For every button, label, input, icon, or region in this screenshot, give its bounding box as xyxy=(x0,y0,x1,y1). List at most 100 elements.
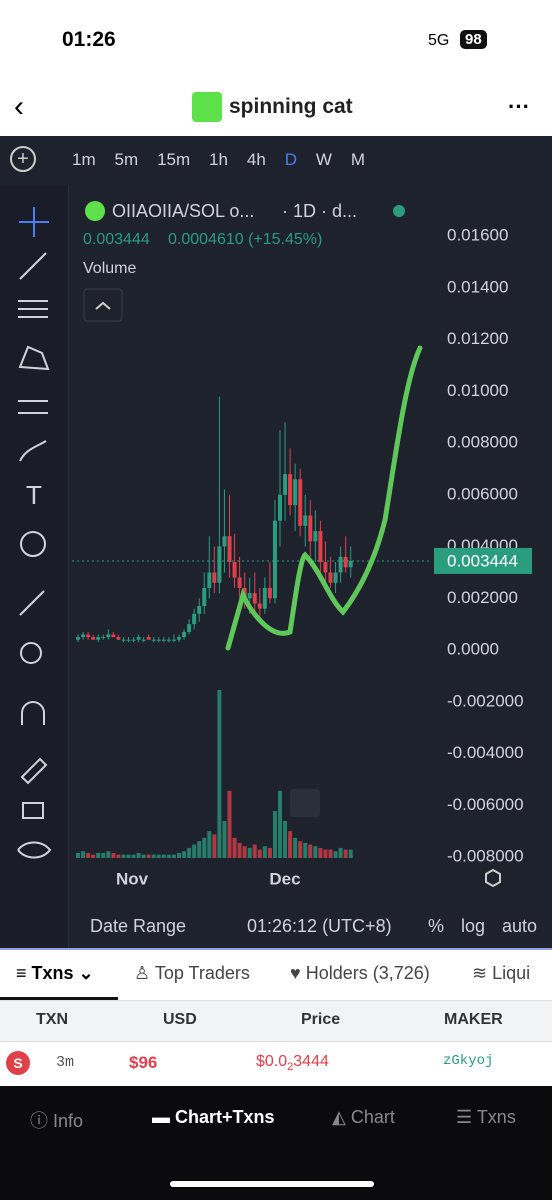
log-toggle[interactable]: log xyxy=(461,916,486,936)
back-button[interactable]: ‹ xyxy=(14,90,24,123)
candle-body xyxy=(182,631,187,638)
volume-bar xyxy=(227,790,232,858)
divider xyxy=(0,948,552,950)
tab[interactable]: ≋ Liqui xyxy=(472,963,531,983)
y-tick-label: 0.01000 xyxy=(447,381,508,400)
candle-body xyxy=(106,634,111,638)
volume-bar xyxy=(121,854,126,858)
volume-bar xyxy=(217,690,222,858)
interval[interactable]: D xyxy=(284,150,297,169)
candle-body xyxy=(272,520,277,599)
interval[interactable]: W xyxy=(315,150,332,169)
candle-body xyxy=(187,624,192,632)
volume-bar xyxy=(278,790,282,858)
volume-bar xyxy=(131,854,136,858)
tab[interactable]: ♙ Top Traders xyxy=(134,963,250,983)
candle-body xyxy=(146,637,151,640)
tab[interactable]: ♥ Holders (3,726) xyxy=(290,963,430,983)
candle-body xyxy=(227,536,232,563)
volume-bar xyxy=(328,849,333,858)
candle-body xyxy=(177,637,181,640)
candle-body xyxy=(166,639,171,641)
volume-bar xyxy=(333,851,338,858)
y-tick-label: 0.002000 xyxy=(447,588,518,607)
nav-item[interactable]: ◭ Chart xyxy=(332,1107,395,1127)
th[interactable]: MAKER xyxy=(444,1011,503,1028)
network: 5G xyxy=(428,32,450,49)
volume-bar xyxy=(293,837,298,858)
candle-body xyxy=(252,593,257,604)
header-title: spinning cat xyxy=(229,95,353,118)
maker[interactable]: zGkyoj xyxy=(443,1053,494,1069)
interval[interactable]: 15m xyxy=(157,150,191,169)
nav-label: Info xyxy=(53,1111,84,1131)
candle-body xyxy=(86,634,91,638)
reset-button[interactable] xyxy=(290,789,320,817)
add-button[interactable]: + xyxy=(10,146,36,172)
tab-underline xyxy=(0,997,118,1000)
interval-label: · 1D · d... xyxy=(282,201,357,221)
volume-bar xyxy=(171,854,176,858)
price-badge-label: 0.003444 xyxy=(447,551,518,570)
interval[interactable]: M xyxy=(350,150,366,169)
battery: 98 xyxy=(460,30,487,49)
y-tick-label: -0.002000 xyxy=(447,691,524,710)
volume-bar xyxy=(308,844,313,858)
nav-item[interactable]: ▬ Chart+Txns xyxy=(152,1107,275,1127)
volume-bar xyxy=(257,849,262,858)
home-indicator xyxy=(170,1181,374,1187)
candle-body xyxy=(91,637,96,640)
th[interactable]: TXN xyxy=(36,1011,68,1028)
volume-bar xyxy=(116,854,121,858)
annotation-curve xyxy=(225,345,423,651)
th[interactable]: Price xyxy=(301,1011,341,1028)
volume-bar xyxy=(182,851,187,858)
volume-bar xyxy=(202,837,207,858)
date-range[interactable]: Date Range xyxy=(90,916,187,936)
candle-body xyxy=(101,637,106,639)
more-button[interactable]: ··· xyxy=(508,94,530,119)
candle-body xyxy=(111,634,116,638)
candle-body xyxy=(328,572,333,583)
x-label: Nov xyxy=(116,869,149,888)
token-icon xyxy=(192,92,222,122)
candle-body xyxy=(76,637,80,640)
collapse-button[interactable] xyxy=(83,288,123,322)
candle-body xyxy=(121,639,126,641)
last-price: 0.003444 xyxy=(83,231,150,248)
price-sub: 2 xyxy=(287,1061,294,1074)
interval[interactable]: 1h xyxy=(209,150,228,169)
volume-bar xyxy=(161,854,166,858)
volume-bar xyxy=(288,831,293,858)
volume-bar xyxy=(272,810,277,858)
interval[interactable]: 4h xyxy=(246,150,266,169)
price-badge xyxy=(434,547,532,574)
candle-body xyxy=(161,639,166,641)
volume-bar xyxy=(146,854,151,858)
candle-body xyxy=(333,572,338,583)
candle-body xyxy=(343,556,348,568)
table-header xyxy=(0,1000,552,1042)
nav-item[interactable]: ⓘ Info xyxy=(30,1111,84,1131)
interval[interactable]: 5m xyxy=(114,150,139,169)
auto-toggle[interactable]: auto xyxy=(502,916,538,936)
th[interactable]: USD xyxy=(163,1011,197,1028)
volume-bar xyxy=(338,847,343,858)
nav-item[interactable]: ☰ Txns xyxy=(456,1107,516,1127)
candle-body xyxy=(288,474,293,506)
percent-toggle[interactable]: % xyxy=(428,916,445,936)
settings-button[interactable] xyxy=(485,868,501,888)
y-tick-label: 0.01400 xyxy=(447,277,508,296)
age: 3m xyxy=(56,1054,75,1071)
volume-bar xyxy=(313,846,318,858)
candle-body xyxy=(262,587,267,609)
candle-body xyxy=(192,613,197,625)
interval[interactable]: 1m xyxy=(72,150,96,169)
candle-body xyxy=(267,587,272,599)
candle-body xyxy=(298,479,303,526)
tab-active[interactable]: ≡ Txns ⌄ xyxy=(16,963,94,983)
volume-bar xyxy=(106,851,111,858)
volume-label: Volume xyxy=(83,260,136,277)
nav-label: Chart xyxy=(350,1107,395,1127)
volume-bar xyxy=(237,842,242,858)
